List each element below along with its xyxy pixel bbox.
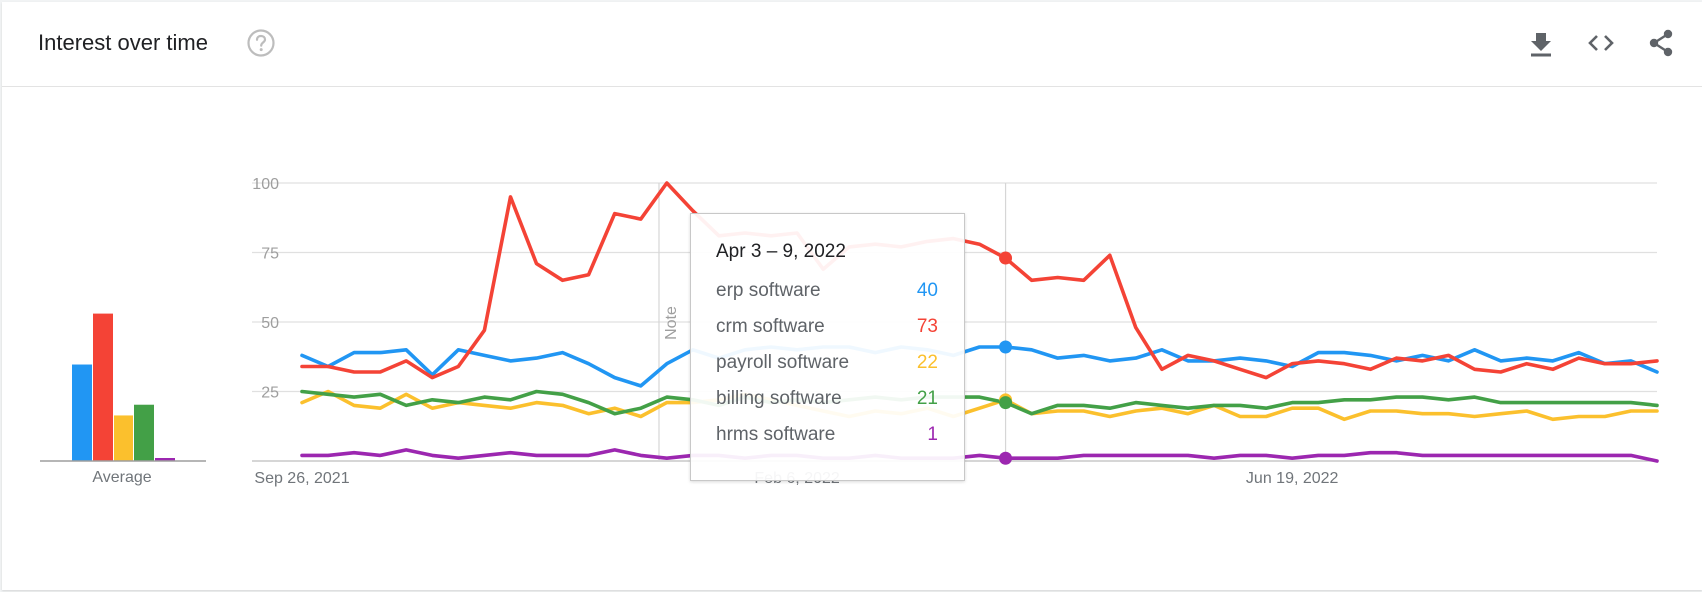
card-title: Interest over time [38, 30, 208, 55]
series-line[interactable] [300, 181, 1659, 380]
help-circle-icon[interactable] [246, 28, 276, 58]
average-bar [93, 313, 113, 461]
tooltip-series-name: erp software [716, 280, 821, 301]
code-embed-icon[interactable] [1586, 28, 1616, 58]
tooltip-series-name: hrms software [716, 424, 836, 445]
average-bars [72, 313, 175, 461]
note-label: Note [663, 306, 680, 340]
series-line[interactable] [300, 389, 1659, 416]
download-icon[interactable] [1526, 28, 1556, 58]
hover-marker [999, 451, 1013, 465]
series-line[interactable] [300, 345, 1659, 388]
average-bar [114, 415, 133, 461]
series-line[interactable] [300, 448, 1659, 463]
tooltip-row-billing: billing software 21 [716, 388, 938, 418]
series-line[interactable] [300, 389, 1659, 422]
average-bar [72, 364, 92, 461]
tooltip-series-value: 21 [916, 388, 938, 409]
tooltip-date: Apr 3 – 9, 2022 [716, 241, 846, 262]
hover-marker [999, 251, 1013, 265]
y-tick-label: 25 [261, 385, 279, 402]
card-header: Interest over time [2, 2, 1702, 87]
tooltip-series-value: 40 [916, 280, 938, 301]
tooltip-row-hrms: hrms software 1 [716, 424, 938, 454]
tooltip-series-name: payroll software [716, 352, 850, 373]
hover-tooltip: Apr 3 – 9, 2022 erp software 40 crm soft… [690, 213, 965, 481]
tooltip-series-value: 73 [916, 316, 938, 337]
share-icon[interactable] [1646, 28, 1676, 58]
chart-lines[interactable] [300, 181, 1659, 463]
x-tick-label: Jun 19, 2022 [1246, 470, 1339, 487]
hover-marker [999, 340, 1013, 354]
y-tick-label: 75 [261, 246, 279, 263]
tooltip-row-crm: crm software 73 [716, 316, 938, 346]
x-tick-label: Sep 26, 2021 [254, 470, 349, 487]
tooltip-series-value: 1 [927, 424, 938, 445]
tooltip-series-name: crm software [716, 316, 825, 337]
average-bar [155, 458, 175, 461]
hover-marker [999, 396, 1013, 410]
tooltip-series-value: 22 [916, 352, 938, 373]
tooltip-row-payroll: payroll software 22 [716, 352, 938, 382]
y-tick-label: 50 [261, 315, 279, 332]
y-tick-label: 100 [252, 176, 279, 193]
tooltip-series-name: billing software [716, 388, 842, 409]
average-bar [134, 404, 154, 461]
average-label: Average [92, 469, 151, 486]
tooltip-row-erp: erp software 40 [716, 280, 938, 310]
hover-markers [999, 251, 1013, 465]
